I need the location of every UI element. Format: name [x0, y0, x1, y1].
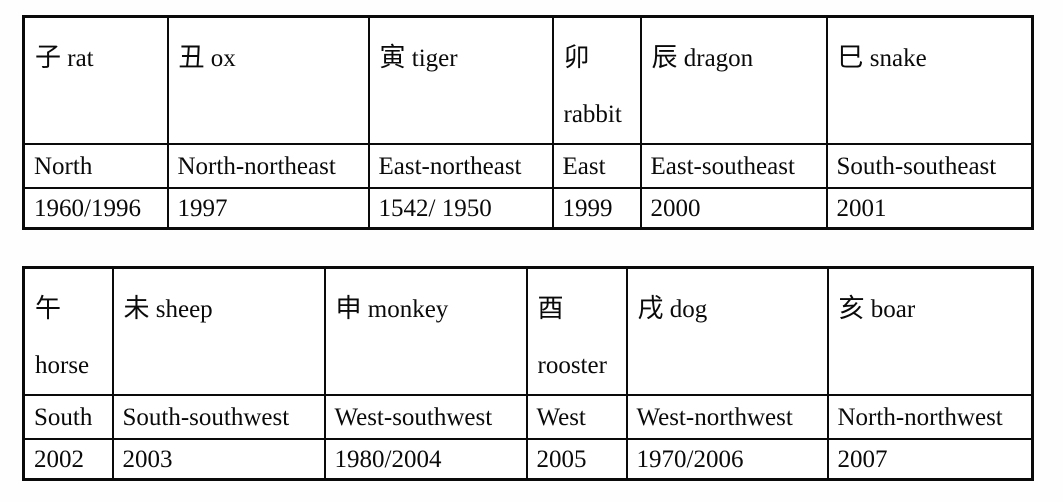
cell-tiger-direction: East-northeast	[367, 143, 554, 189]
cell-dog-direction: West-northwest	[625, 394, 829, 440]
cell-rabbit-name: 卯 rabbit	[551, 15, 642, 145]
zodiac-table-first-half: 子 rat 丑 ox 寅 tiger 卯 rabbit 辰 dragon 巳 s…	[22, 15, 1034, 230]
rabbit-label: rabbit	[563, 101, 622, 128]
table-row: North North-northeast East-northeast Eas…	[22, 143, 1034, 189]
dragon-character: 辰	[651, 43, 678, 73]
cell-rooster-direction: West	[525, 394, 628, 440]
cell-rabbit-direction: East	[551, 143, 642, 189]
ox-character: 丑	[178, 43, 205, 73]
cell-dragon-years: 2000	[639, 187, 828, 230]
cell-monkey-years: 1980/2004	[323, 438, 528, 481]
ox-label: ox	[210, 45, 236, 72]
cell-sheep-direction: South-southwest	[111, 394, 326, 440]
rat-label: rat	[67, 45, 94, 72]
cell-tiger-name: 寅 tiger	[367, 15, 554, 145]
dragon-label: dragon	[683, 45, 754, 72]
cell-ox-name: 丑 ox	[166, 15, 370, 145]
dog-label: dog	[669, 296, 708, 323]
dog-character: 戌	[637, 294, 664, 324]
zodiac-table-second-half: 午 horse 未 sheep 申 monkey 酉 rooster 戌 dog…	[22, 266, 1034, 481]
sheep-label: sheep	[155, 296, 213, 323]
cell-snake-name: 巳 snake	[825, 15, 1034, 145]
cell-snake-years: 2001	[825, 187, 1034, 230]
cell-monkey-direction: West-southwest	[323, 394, 528, 440]
cell-boar-years: 2007	[826, 438, 1034, 481]
cell-horse-years: 2002	[22, 438, 114, 481]
rabbit-character: 卯	[563, 43, 590, 73]
cell-boar-direction: North-northwest	[826, 394, 1034, 440]
snake-label: snake	[869, 45, 927, 72]
cell-snake-direction: South-southeast	[825, 143, 1034, 189]
horse-label: horse	[35, 352, 90, 379]
cell-rabbit-years: 1999	[551, 187, 642, 230]
table-row: 子 rat 丑 ox 寅 tiger 卯 rabbit 辰 dragon 巳 s…	[22, 15, 1034, 145]
boar-label: boar	[870, 296, 916, 323]
rooster-label: rooster	[537, 352, 607, 379]
table-row: 2002 2003 1980/2004 2005 1970/2006 2007	[22, 438, 1034, 481]
table-row: 1960/1996 1997 1542/ 1950 1999 2000 2001	[22, 187, 1034, 230]
cell-sheep-years: 2003	[111, 438, 326, 481]
cell-sheep-name: 未 sheep	[111, 266, 326, 396]
rooster-character: 酉	[537, 294, 564, 324]
cell-rooster-name: 酉 rooster	[525, 266, 628, 396]
cell-dog-years: 1970/2006	[625, 438, 829, 481]
cell-horse-direction: South	[22, 394, 114, 440]
cell-rooster-years: 2005	[525, 438, 628, 481]
snake-character: 巳	[837, 43, 864, 73]
horse-character: 午	[35, 294, 62, 324]
cell-dragon-name: 辰 dragon	[639, 15, 828, 145]
cell-rat-direction: North	[22, 143, 169, 189]
cell-rat-name: 子 rat	[22, 15, 169, 145]
monkey-character: 申	[335, 294, 362, 324]
cell-ox-direction: North-northeast	[166, 143, 370, 189]
cell-boar-name: 亥 boar	[826, 266, 1034, 396]
cell-ox-years: 1997	[166, 187, 370, 230]
cell-monkey-name: 申 monkey	[323, 266, 528, 396]
sheep-character: 未	[123, 294, 150, 324]
table-row: South South-southwest West-southwest Wes…	[22, 394, 1034, 440]
boar-character: 亥	[838, 294, 865, 324]
cell-rat-years: 1960/1996	[22, 187, 169, 230]
tiger-character: 寅	[379, 43, 406, 73]
cell-dog-name: 戌 dog	[625, 266, 829, 396]
cell-tiger-years: 1542/ 1950	[367, 187, 554, 230]
rat-character: 子	[35, 43, 62, 73]
cell-dragon-direction: East-southeast	[639, 143, 828, 189]
tiger-label: tiger	[411, 45, 458, 72]
table-row: 午 horse 未 sheep 申 monkey 酉 rooster 戌 dog…	[22, 266, 1034, 396]
cell-horse-name: 午 horse	[22, 266, 114, 396]
monkey-label: monkey	[367, 296, 449, 323]
